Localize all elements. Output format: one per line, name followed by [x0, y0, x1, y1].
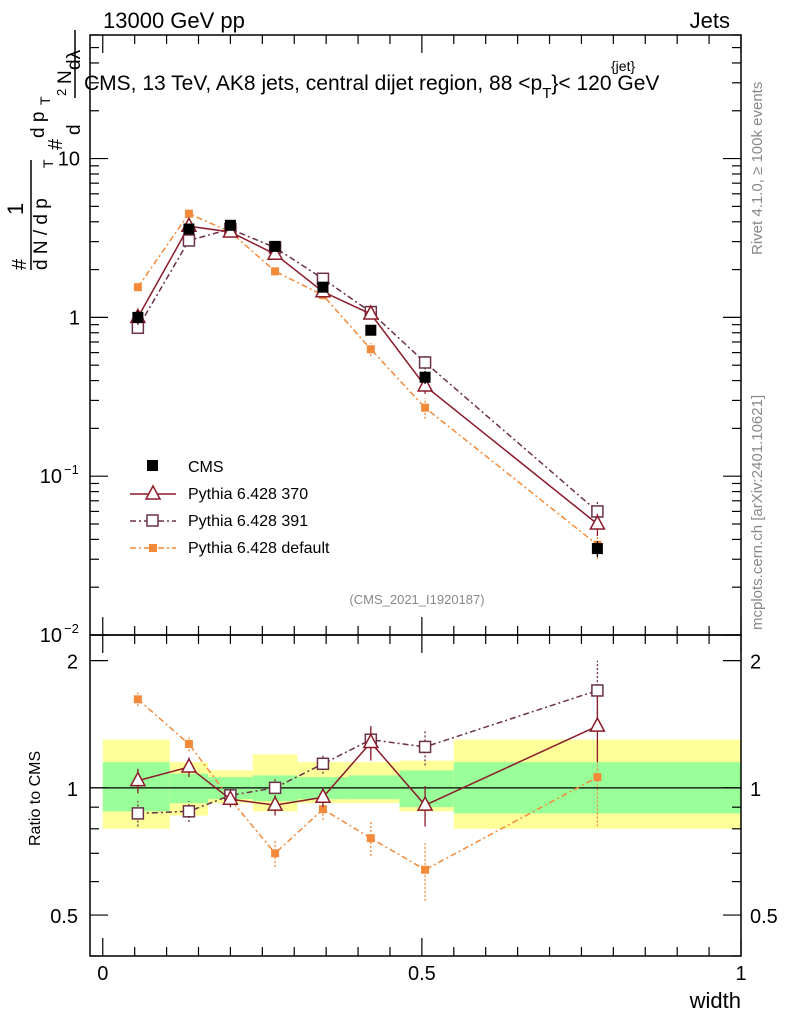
ratio-point-pythia-6-428-default-1 [184, 739, 193, 748]
main-point-pythia-6-428-default-1 [184, 209, 193, 218]
ratio-ytick-label-left-0: 0.5 [50, 906, 78, 928]
main-point-pythia-6-428-default-0 [133, 283, 142, 292]
legend-label-370: Pythia 6.428 370 [188, 486, 308, 503]
plot-title: CMS, 13 TeV, AK8 jets, central dijet reg… [84, 72, 659, 102]
ylabel-part-6: d p [28, 112, 49, 138]
ratio-ytick-label-right-1: 1 [750, 779, 761, 801]
header-right: Jets [690, 8, 730, 33]
legend-label-default: Pythia 6.428 default [188, 540, 330, 557]
main-point-pythia-6-428-default-5 [366, 345, 375, 354]
rivet-label: Rivet 4.1.0, ≥ 100k events [749, 82, 766, 255]
main-panel-marks [129, 209, 606, 560]
ratio-point-pythia-6-428-391-6 [418, 740, 432, 754]
ratio-point-pythia-6-428-370-6 [416, 795, 434, 811]
ratio-point-pythia-6-428-391-1 [182, 805, 196, 818]
main-line-pythia-6-428-391 [137, 228, 598, 512]
ratio-panel-marks [129, 660, 606, 901]
main-point-pythia-6-428-370-7 [589, 514, 606, 530]
ylabel-part-3: d N / d p [31, 198, 52, 270]
ratio-point-pythia-6-428-370-2 [222, 789, 239, 805]
legend-marker-cms [147, 460, 158, 471]
plot-title-sup: {jet} [611, 58, 635, 74]
main-point-cms-7 [591, 543, 603, 555]
main-ylabel: # 1 d N / d p T # d p T d 2 N dλ [3, 30, 85, 270]
ylabel-part-10: N [55, 70, 76, 84]
band-inner-0 [102, 762, 170, 812]
ratio-panel-frame [89, 634, 742, 957]
main-point-cms-6 [419, 371, 431, 383]
ratio-point-pythia-6-428-default-4 [318, 805, 327, 814]
plot-title-end: }< 120 GeV [551, 72, 659, 95]
ratio-point-pythia-6-428-370-7 [589, 716, 606, 732]
main-ytick-label-3: 10 [58, 149, 80, 171]
main-point-pythia-6-428-370-5 [362, 304, 380, 320]
ratio-ytick-label-right-0: 0.5 [750, 906, 778, 928]
main-point-pythia-6-428-370-3 [266, 244, 284, 260]
ratio-point-pythia-6-428-370-4 [314, 787, 332, 804]
ylabel-part-11: dλ [64, 49, 85, 70]
main-ytick-label-1: 10 [40, 466, 62, 488]
legend-marker-default [149, 544, 157, 552]
ratio-point-pythia-6-428-370-5 [362, 732, 380, 749]
ratio-ytick-label-left-1: 1 [67, 779, 78, 801]
ratio-point-pythia-6-428-391-0 [131, 807, 145, 820]
main-ytick-label-2: 1 [69, 307, 80, 329]
main-ytick-label-0: 10 [40, 625, 62, 647]
mcplots-label: mcplots.cern.ch [arXiv:2401.10621] [749, 395, 766, 630]
analysis-id: (CMS_2021_I1920187) [349, 592, 484, 607]
main-point-cms-5 [365, 324, 377, 336]
ratio-point-pythia-6-428-default-5 [366, 834, 375, 843]
ratio-ylabel: Ratio to CMS [27, 751, 44, 846]
main-point-pythia-6-428-370-6 [416, 376, 434, 392]
xtick-label-1: 0.5 [408, 963, 436, 985]
main-point-pythia-6-428-default-3 [271, 267, 280, 276]
ratio-point-pythia-6-428-370-1 [180, 757, 198, 773]
main-point-cms-1 [183, 223, 195, 235]
ratio-point-pythia-6-428-391-7 [591, 684, 604, 697]
x-axis-label: width [689, 988, 741, 1013]
ratio-point-pythia-6-428-default-7 [593, 773, 602, 782]
main-point-pythia-6-428-391-1 [182, 234, 196, 247]
legend-marker-370 [144, 484, 162, 500]
ylabel-part-5: # [45, 138, 67, 150]
main-point-pythia-6-428-default-6 [421, 403, 430, 412]
legend-marker-391 [146, 514, 159, 527]
ratio-point-pythia-6-428-391-4 [316, 757, 330, 771]
ratio-point-pythia-6-428-370-3 [266, 795, 284, 811]
main-point-pythia-6-428-391-6 [418, 356, 432, 369]
ratio-line-pythia-6-428-default [137, 698, 598, 871]
ylabel-part-7: T [37, 96, 53, 105]
ratio-point-pythia-6-428-default-3 [271, 849, 280, 858]
legend: CMS Pythia 6.428 370 Pythia 6.428 391 Py… [130, 459, 330, 557]
ylabel-part-9: 2 [54, 89, 69, 96]
ratio-point-pythia-6-428-default-6 [421, 865, 430, 874]
legend-label-cms: CMS [188, 459, 224, 476]
ratio-ytick-label-left-2: 2 [67, 652, 78, 674]
ylabel-part-1: # [9, 258, 31, 270]
plot-title-main: CMS, 13 TeV, AK8 jets, central dijet reg… [84, 72, 542, 95]
ratio-point-pythia-6-428-391-3 [268, 781, 282, 795]
ratio-point-pythia-6-428-default-0 [133, 695, 142, 704]
ylabel-part-2: 1 [3, 203, 28, 215]
main-point-cms-2 [224, 219, 236, 231]
legend-label-391: Pythia 6.428 391 [188, 513, 308, 530]
header-left: 13000 GeV pp [103, 8, 245, 33]
main-point-cms-0 [132, 311, 144, 323]
ratio-line-pythia-6-428-391 [137, 689, 598, 815]
ylabel-part-8: d [64, 124, 85, 135]
main-ytick-exp-1: −1 [64, 462, 79, 477]
xtick-label-2: 1 [735, 963, 746, 985]
main-ytick-exp-0: −2 [64, 621, 79, 636]
main-point-cms-4 [317, 281, 329, 293]
xtick-label-0: 0 [97, 963, 108, 985]
plot-title-sub: T [542, 85, 551, 102]
main-line-pythia-6-428-370 [137, 225, 598, 525]
ratio-ytick-label-right-2: 2 [750, 652, 761, 674]
ylabel-part-4: T [40, 159, 56, 168]
main-point-cms-3 [269, 240, 281, 252]
ratio-point-pythia-6-428-370-0 [129, 771, 147, 787]
